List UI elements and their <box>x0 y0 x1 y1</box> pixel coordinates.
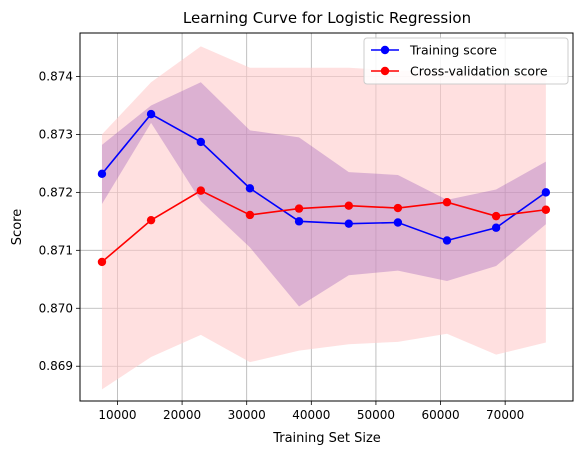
legend: Training score Cross-validation score <box>363 37 569 85</box>
series-points <box>97 109 551 267</box>
cv-score-point <box>393 203 403 213</box>
cv-score-point <box>442 198 452 207</box>
legend-cv-label: Cross-validation score <box>410 64 548 79</box>
cv-score-line <box>101 189 546 263</box>
training-score-point <box>491 223 501 232</box>
legend-training-marker <box>380 45 390 55</box>
cv-score-point <box>491 211 501 221</box>
training-score-point <box>344 219 353 228</box>
training-score-point <box>97 169 107 179</box>
cv-score-point <box>541 205 551 214</box>
cv-score-point <box>196 186 206 195</box>
y-ticks: 0.869 0.870 0.871 0.872 0.873 0.874 <box>39 69 80 373</box>
training-score-line <box>101 113 547 242</box>
x-tick-label: 60000 <box>421 408 459 422</box>
training-score-band <box>101 82 546 307</box>
y-tick-label: 0.873 <box>39 127 73 141</box>
cv-score-point <box>245 210 255 220</box>
y-tick-label: 0.870 <box>39 301 73 315</box>
series-lines <box>101 113 547 263</box>
training-score-point <box>245 184 255 193</box>
y-tick-label: 0.874 <box>39 69 73 83</box>
y-tick-label: 0.872 <box>39 185 73 199</box>
x-tick-label: 40000 <box>292 408 330 422</box>
plot-frame <box>79 32 574 402</box>
training-score-point <box>196 137 206 147</box>
x-tick-label: 30000 <box>228 408 266 422</box>
x-tick-label: 20000 <box>163 408 201 422</box>
x-tick-label: 50000 <box>357 408 395 422</box>
x-ticks: 10000 20000 30000 40000 50000 60000 70000 <box>98 401 524 422</box>
y-axis-label: Score <box>10 209 25 245</box>
training-score-point <box>146 109 156 119</box>
legend-training-label: Training score <box>409 43 497 58</box>
x-axis-label: Training Set Size <box>272 431 381 446</box>
cv-score-band <box>101 46 546 390</box>
x-tick-label: 10000 <box>98 408 136 422</box>
chart-title: Learning Curve for Logistic Regression <box>183 9 471 27</box>
cv-score-point <box>344 201 353 210</box>
training-score-point <box>393 218 403 227</box>
training-score-point <box>294 217 304 226</box>
training-score-point <box>541 188 551 197</box>
legend-box <box>363 37 569 85</box>
confidence-bands <box>101 46 546 390</box>
y-tick-label: 0.871 <box>39 243 73 257</box>
legend-cv-marker <box>380 66 390 76</box>
cv-score-point <box>146 215 156 225</box>
cv-score-point <box>294 204 304 213</box>
x-tick-label: 70000 <box>486 408 524 422</box>
y-tick-label: 0.869 <box>39 359 73 373</box>
cv-score-point <box>97 257 107 267</box>
training-score-point <box>442 236 452 245</box>
